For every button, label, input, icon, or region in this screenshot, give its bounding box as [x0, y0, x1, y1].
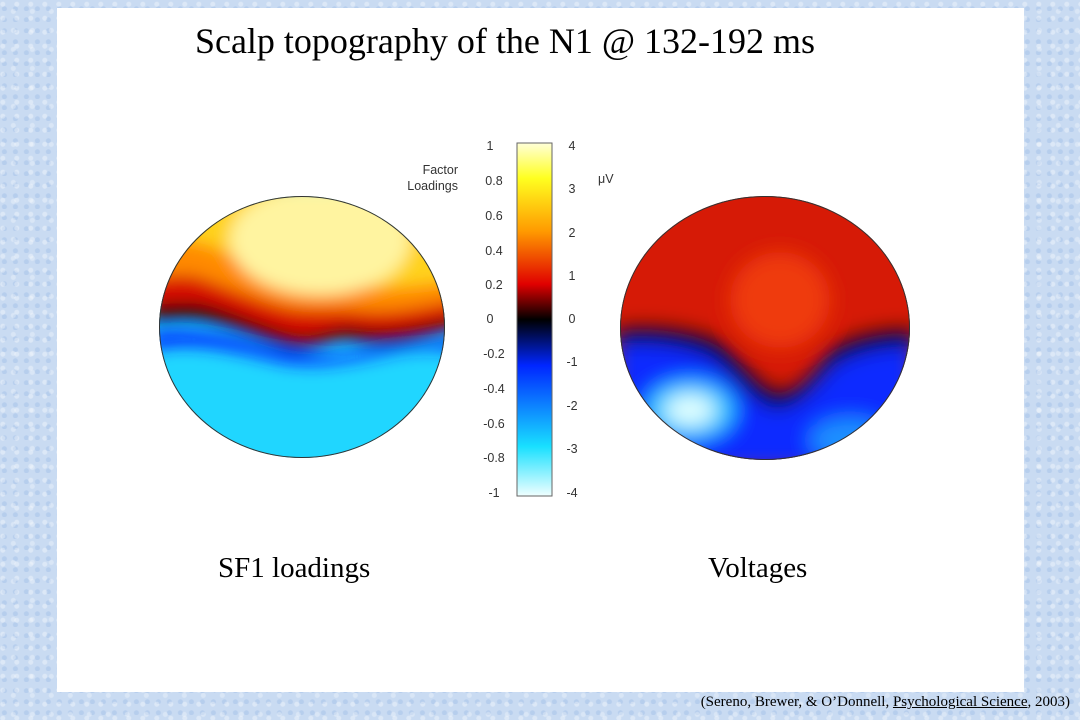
left-tick: -1 — [488, 486, 499, 500]
left-tick: -0.2 — [483, 347, 505, 361]
left-tick: -0.4 — [483, 382, 505, 396]
right-tick: 1 — [569, 269, 576, 283]
left-tick: -0.6 — [483, 417, 505, 431]
right-tick: -4 — [566, 486, 577, 500]
colorbar-uv-label: μV — [598, 172, 614, 186]
right-tick: -1 — [566, 355, 577, 369]
colorbar-loadings-label: Loadings — [407, 179, 458, 193]
colorbar: Factor Loadings μV 1 0.8 0.6 0.4 0.2 0 -… — [407, 139, 614, 500]
voltages-map — [620, 196, 910, 460]
right-tick: 3 — [569, 182, 576, 196]
right-tick: 2 — [569, 226, 576, 240]
slide-title: Scalp topography of the N1 @ 132-192 ms — [194, 21, 816, 61]
left-tick: 0 — [487, 312, 494, 326]
left-tick: 0.4 — [485, 244, 502, 258]
left-tick: -0.8 — [483, 451, 505, 465]
left-tick: 1 — [487, 139, 494, 153]
right-tick: 4 — [569, 139, 576, 153]
voltages-label: Voltages — [708, 552, 808, 584]
right-tick: -3 — [566, 442, 577, 456]
right-tick: -2 — [566, 399, 577, 413]
left-tick: 0.6 — [485, 209, 502, 223]
right-tick: 0 — [569, 312, 576, 326]
sf1-loadings-map — [159, 196, 445, 458]
citation-journal: Psychological Science — [892, 694, 1028, 710]
colorbar-factor-label: Factor — [423, 163, 458, 177]
sf1-loadings-label: SF1 loadings — [218, 552, 371, 584]
citation-authors: (Sereno, Brewer, & O’Donnell, — [700, 694, 893, 710]
citation: (Sereno, Brewer, & O’Donnell, Psychologi… — [560, 694, 1070, 711]
left-tick: 0.2 — [485, 278, 502, 292]
left-tick: 0.8 — [485, 174, 502, 188]
citation-year: , 2003) — [1027, 694, 1071, 710]
